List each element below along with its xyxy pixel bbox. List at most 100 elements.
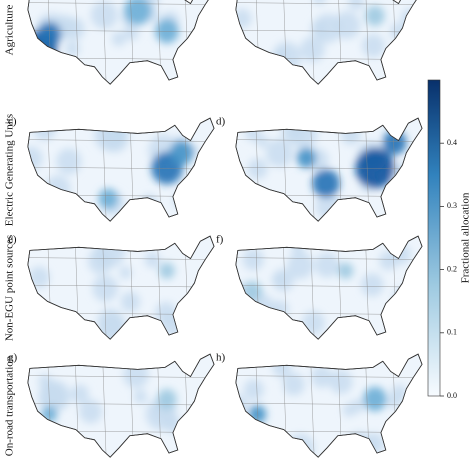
blob bbox=[344, 431, 374, 458]
blob bbox=[123, 361, 149, 389]
state-line bbox=[235, 2, 423, 5]
blob bbox=[98, 188, 118, 209]
blob bbox=[45, 175, 71, 202]
state-line bbox=[235, 139, 423, 142]
panel-label: h) bbox=[216, 352, 226, 364]
blob bbox=[313, 0, 326, 5]
blob bbox=[120, 291, 141, 312]
blob bbox=[195, 285, 215, 315]
blob bbox=[400, 7, 422, 30]
blob bbox=[337, 262, 354, 279]
map-panel bbox=[27, 117, 215, 222]
blob bbox=[355, 147, 395, 189]
blob bbox=[27, 55, 55, 85]
blob bbox=[363, 386, 387, 412]
blob bbox=[296, 147, 317, 169]
colorbar-label: Fractional allocation bbox=[460, 192, 472, 283]
blob bbox=[56, 148, 82, 175]
state-line bbox=[27, 166, 215, 170]
blob bbox=[123, 24, 140, 41]
blob bbox=[97, 308, 124, 336]
colorbar-tick-label: 0.4 bbox=[447, 138, 457, 147]
colorbar-tick-label: 0.3 bbox=[447, 201, 457, 210]
state-line bbox=[27, 29, 215, 33]
blob bbox=[180, 435, 201, 456]
blob bbox=[282, 372, 305, 396]
blob bbox=[392, 287, 413, 308]
blob bbox=[348, 0, 365, 11]
blob bbox=[341, 124, 361, 146]
blob bbox=[265, 138, 294, 168]
blob bbox=[243, 379, 264, 401]
row-label: On-road transportation bbox=[4, 355, 16, 456]
blob bbox=[329, 369, 353, 395]
blob bbox=[79, 399, 103, 424]
blob bbox=[201, 294, 215, 311]
map-panel bbox=[27, 353, 215, 458]
blob bbox=[235, 182, 250, 204]
blob bbox=[312, 169, 340, 198]
blob bbox=[200, 20, 215, 38]
blob bbox=[389, 22, 407, 40]
map-panel bbox=[235, 353, 423, 458]
blob bbox=[256, 135, 269, 148]
blob bbox=[272, 272, 285, 286]
blob bbox=[40, 380, 71, 412]
blob bbox=[157, 388, 177, 410]
blob bbox=[159, 262, 175, 279]
blob bbox=[382, 130, 407, 155]
state-line bbox=[27, 402, 215, 406]
blob bbox=[365, 5, 385, 27]
blob bbox=[32, 54, 56, 79]
state-line bbox=[27, 257, 215, 260]
state-line bbox=[27, 284, 215, 288]
panel-label: d) bbox=[216, 116, 226, 128]
blob bbox=[169, 140, 194, 166]
state-line bbox=[27, 2, 215, 5]
blob bbox=[92, 275, 118, 302]
state-line bbox=[27, 375, 215, 378]
state-line bbox=[235, 257, 423, 260]
state-line bbox=[235, 29, 423, 33]
blob bbox=[141, 194, 158, 212]
blob bbox=[119, 266, 132, 279]
blob bbox=[311, 365, 333, 388]
panel-label: e) bbox=[8, 234, 17, 246]
blob bbox=[194, 406, 214, 426]
blob bbox=[87, 248, 113, 275]
state-line bbox=[235, 284, 423, 288]
blob bbox=[399, 55, 423, 85]
blob bbox=[133, 389, 148, 404]
blob bbox=[314, 252, 340, 278]
blob bbox=[247, 192, 272, 219]
panel-label: f) bbox=[216, 234, 224, 246]
blob bbox=[235, 409, 246, 425]
map-panel bbox=[27, 235, 215, 340]
blob bbox=[33, 118, 56, 141]
state-line bbox=[235, 402, 423, 406]
colorbar bbox=[427, 79, 441, 397]
map-panel bbox=[235, 0, 423, 85]
colorbar-tick-label: 0.2 bbox=[447, 264, 457, 273]
maps: c) d) e) f) g) h) Agriculture Electric Generati… bbox=[4, 0, 423, 458]
panel-label: g) bbox=[8, 352, 18, 364]
blob bbox=[111, 31, 126, 47]
blob bbox=[235, 394, 249, 417]
state-line bbox=[27, 139, 215, 142]
blob bbox=[361, 34, 385, 58]
row-label: Agriculture bbox=[4, 5, 16, 56]
row-label: Electric Generating Units bbox=[4, 114, 16, 226]
colorbar-ticks: 0.0 0.1 0.2 0.3 0.4 bbox=[440, 138, 457, 400]
blob bbox=[242, 281, 263, 302]
blob bbox=[28, 266, 50, 289]
blob bbox=[70, 384, 89, 404]
blob bbox=[197, 283, 210, 297]
blob bbox=[311, 19, 328, 38]
blob bbox=[46, 430, 71, 456]
map-panel bbox=[235, 235, 423, 340]
blob bbox=[144, 251, 161, 269]
panel-label: c) bbox=[8, 116, 17, 128]
blob bbox=[155, 18, 179, 44]
row-label: Non-EGU point sources bbox=[4, 235, 16, 341]
